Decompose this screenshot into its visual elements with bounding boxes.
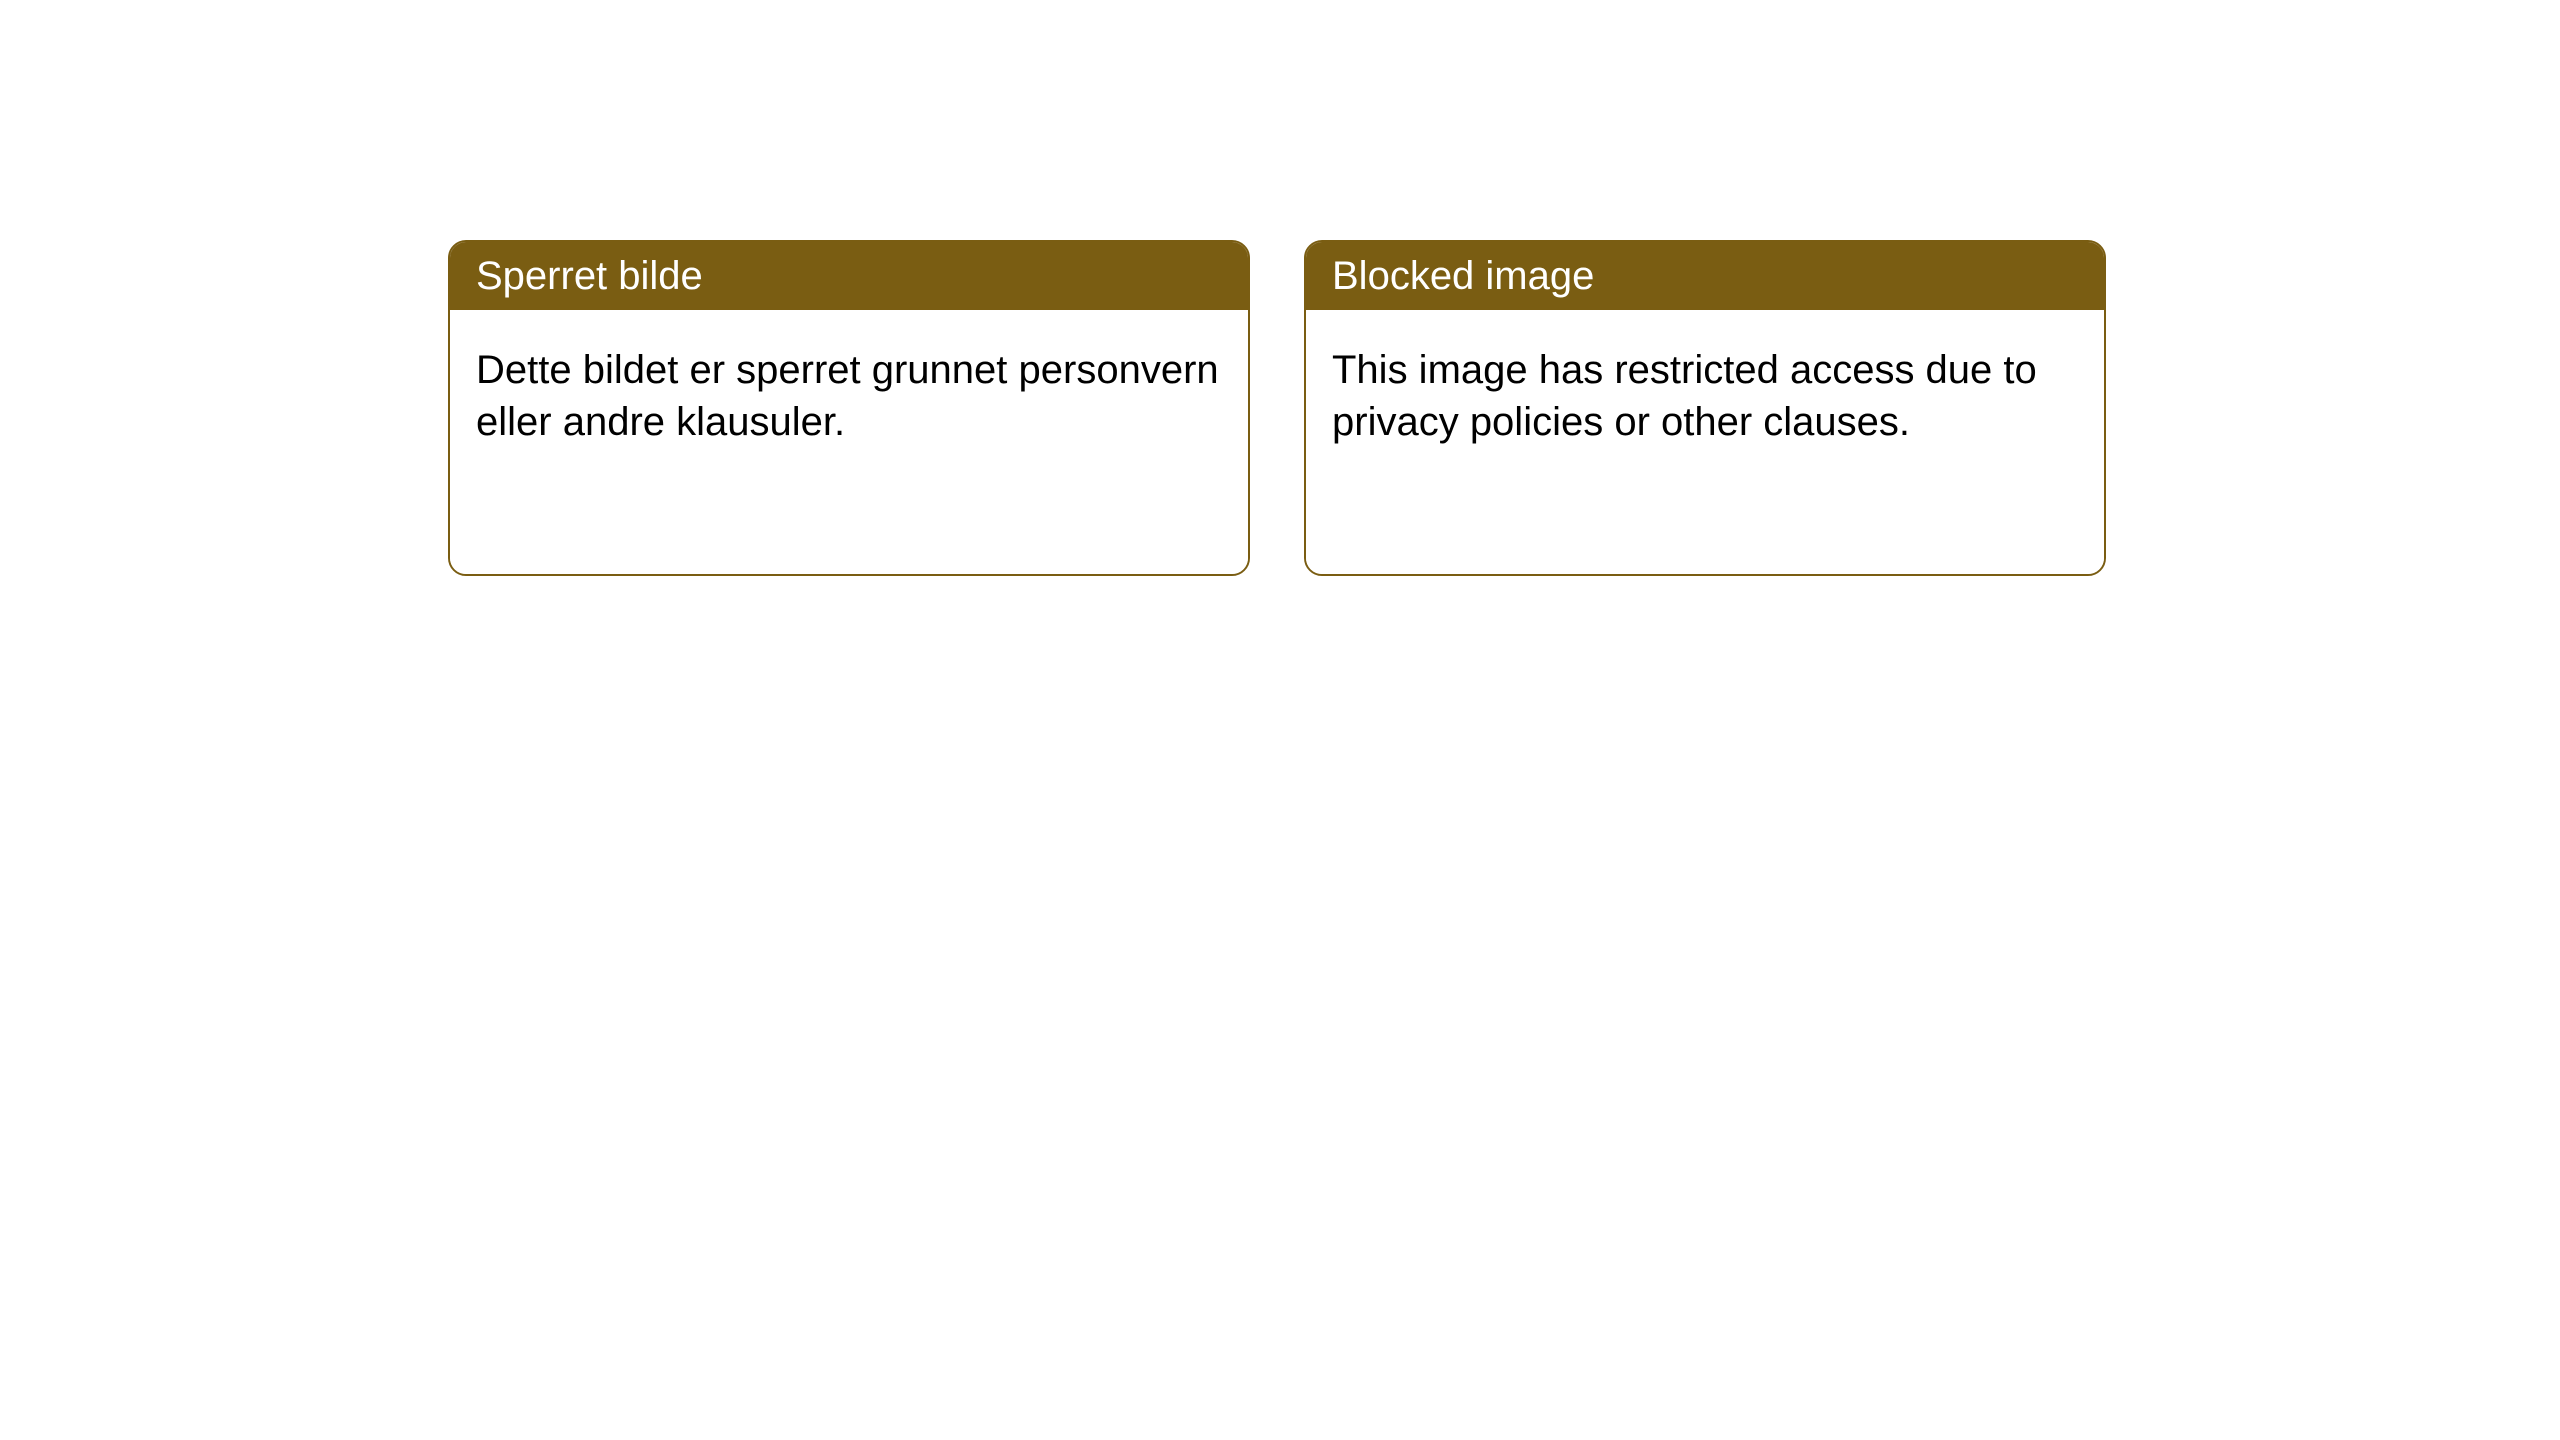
- notice-card-norwegian: Sperret bilde Dette bildet er sperret gr…: [448, 240, 1250, 576]
- notice-body: Dette bildet er sperret grunnet personve…: [450, 310, 1248, 574]
- notice-body: This image has restricted access due to …: [1306, 310, 2104, 574]
- notice-card-english: Blocked image This image has restricted …: [1304, 240, 2106, 576]
- notice-header: Blocked image: [1306, 242, 2104, 310]
- notice-header: Sperret bilde: [450, 242, 1248, 310]
- notice-cards-container: Sperret bilde Dette bildet er sperret gr…: [0, 0, 2560, 576]
